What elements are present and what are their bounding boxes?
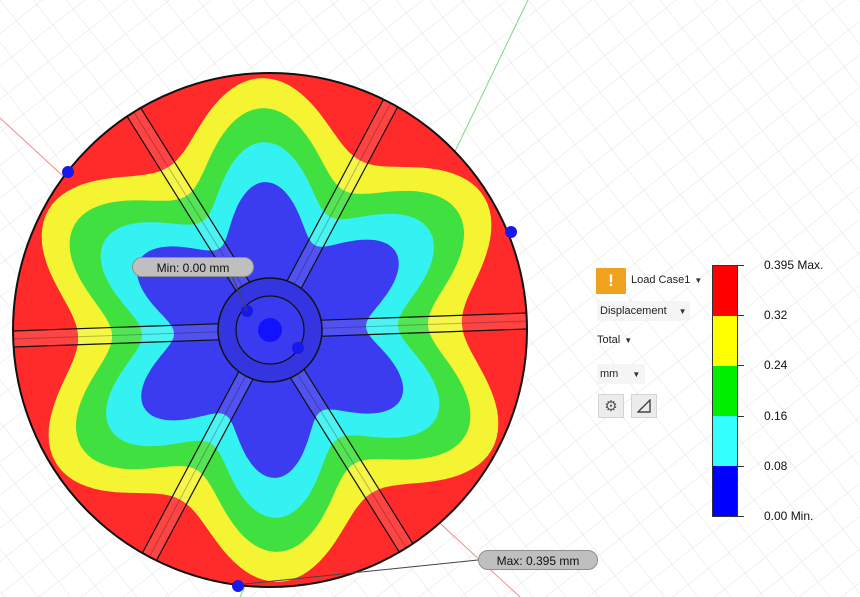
stress-disc[interactable] bbox=[7, 72, 533, 588]
legend-tick bbox=[738, 465, 744, 467]
legend-color-segment bbox=[713, 316, 737, 366]
component-label: Total bbox=[597, 334, 621, 346]
color-legend-bar bbox=[712, 265, 738, 517]
max-marker[interactable] bbox=[232, 580, 244, 592]
chevron-down-icon: ▼ bbox=[694, 275, 703, 285]
legend-color-segment bbox=[713, 266, 737, 316]
legend-label: 0.32 bbox=[764, 308, 788, 323]
load-case-label: Load Case1 bbox=[631, 274, 691, 286]
legend-label: 0.16 bbox=[764, 408, 788, 423]
max-leader-line bbox=[243, 559, 479, 585]
legend-tick bbox=[738, 365, 744, 367]
constraint-marker[interactable] bbox=[62, 166, 74, 178]
legend-tick bbox=[738, 415, 744, 417]
legend-tick bbox=[738, 516, 744, 517]
legend-color-segment bbox=[713, 466, 737, 516]
constraint-marker[interactable] bbox=[505, 226, 517, 238]
settings-button[interactable]: ⚙ bbox=[598, 394, 624, 418]
legend-color-segment bbox=[713, 416, 737, 466]
legend-color-segment bbox=[713, 366, 737, 416]
max-callout: Max: 0.395 mm bbox=[478, 550, 598, 570]
result-type-label: Displacement bbox=[600, 305, 667, 317]
min-leader-line bbox=[231, 275, 248, 312]
disc-outline bbox=[12, 72, 528, 588]
spokes bbox=[13, 93, 527, 567]
triangle-probe-icon bbox=[637, 399, 651, 413]
min-callout: Min: 0.00 mm bbox=[132, 257, 254, 277]
spoke bbox=[317, 312, 527, 337]
chevron-down-icon: ▼ bbox=[678, 306, 687, 316]
constraint-marker[interactable] bbox=[292, 342, 304, 354]
legend-label: 0.00 Min. bbox=[764, 509, 814, 523]
hub-core bbox=[258, 318, 282, 342]
probe-button[interactable] bbox=[631, 394, 657, 418]
chevron-down-icon: ▼ bbox=[624, 335, 633, 345]
result-type-dropdown[interactable]: Displacement ▼ bbox=[597, 301, 690, 321]
legend-tick bbox=[738, 315, 744, 317]
legend-tick bbox=[738, 265, 744, 266]
load-case-dropdown[interactable]: Load Case1 ▼ bbox=[631, 274, 702, 286]
warning-icon[interactable]: ! bbox=[596, 268, 626, 294]
legend-label: 0.395 Max. bbox=[764, 258, 824, 272]
unit-dropdown[interactable]: mm ▼ bbox=[597, 364, 645, 384]
legend-label: 0.08 bbox=[764, 458, 788, 473]
legend-label: 0.24 bbox=[764, 358, 788, 373]
component-dropdown[interactable]: Total ▼ bbox=[597, 334, 632, 346]
gear-icon: ⚙ bbox=[604, 398, 618, 415]
unit-label: mm bbox=[600, 368, 619, 380]
chevron-down-icon: ▼ bbox=[632, 369, 641, 379]
